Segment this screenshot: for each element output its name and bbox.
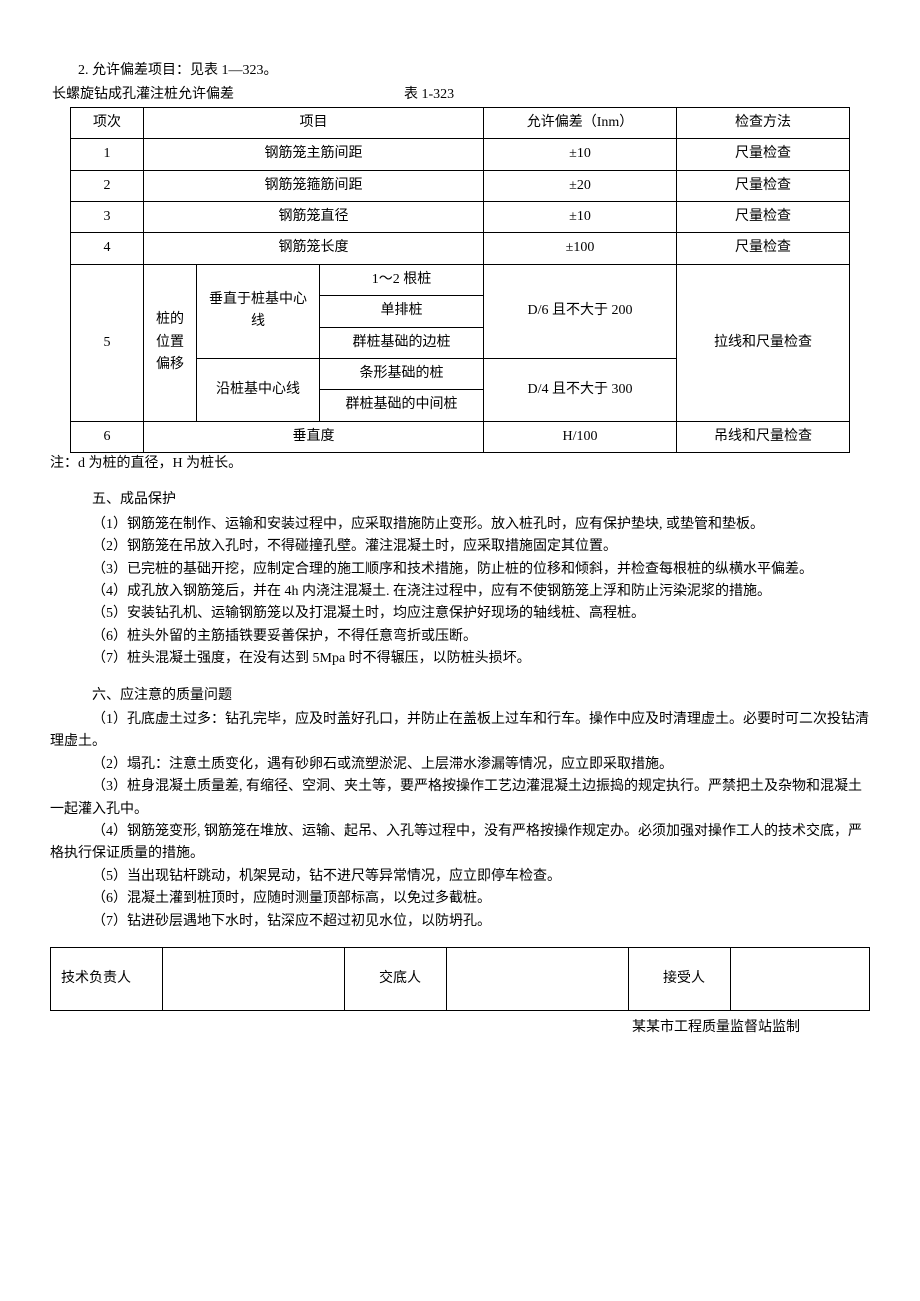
cell-tol: ±10 — [484, 139, 677, 170]
cell-item: 钢筋笼长度 — [144, 233, 484, 264]
cell-method: 尺量检查 — [677, 139, 850, 170]
cell-tol: H/100 — [484, 421, 677, 452]
cell-no: 5 — [71, 264, 144, 421]
section6-item: （3）桩身混凝土质量差, 有缩径、空洞、夹土等，要严格按操作工艺边灌混凝土边振捣… — [50, 776, 870, 821]
sign-tech-lead-label: 技术负责人 — [51, 947, 163, 1010]
section5-item: （6）桩头外留的主筋插铁要妥善保护，不得任意弯折或压断。 — [50, 626, 870, 648]
cell-method: 吊线和尺量检查 — [677, 421, 850, 452]
section6-item: （7）钻进砂层遇地下水时，钻深应不超过初见水位，以防坍孔。 — [50, 911, 870, 933]
cell-sub1: 垂直于桩基中心线 — [197, 264, 320, 358]
caption-left: 长螺旋钻成孔灌注桩允许偏差 — [52, 84, 234, 106]
section6-item: （1）孔底虚土过多：钻孔完毕，应及时盖好孔口，并防止在盖板上过车和行车。操作中应… — [50, 709, 870, 754]
section6-item: （5）当出现钻杆跳动，机架晃动，钻不进尺等异常情况，应立即停车检查。 — [50, 866, 870, 888]
cell-no: 6 — [71, 421, 144, 452]
section6-item: （4）钢筋笼变形, 钢筋笼在堆放、运输、起吊、入孔等过程中，没有严格按操作规定办… — [50, 821, 870, 866]
sign-disclose-label: 交底人 — [345, 947, 447, 1010]
cell-sub2-item: 群桩基础的中间桩 — [320, 390, 484, 421]
cell-item: 钢筋笼主筋间距 — [144, 139, 484, 170]
section6-item: （6）混凝土灌到桩顶时，应随时测量顶部标高，以免过多截桩。 — [50, 888, 870, 910]
cell-tol2: D/4 且不大于 300 — [484, 358, 677, 421]
section5-item: （4）成孔放入钢筋笼后，并在 4h 内浇注混凝土. 在浇注过程中，应有不使钢筋笼… — [50, 581, 870, 603]
section6-title: 六、应注意的质量问题 — [50, 685, 870, 707]
cell-no: 3 — [71, 201, 144, 232]
cell-item: 钢筋笼箍筋间距 — [144, 170, 484, 201]
section5-item: （1）钢筋笼在制作、运输和安装过程中，应采取措施防止变形。放入桩孔时，应有保护垫… — [50, 514, 870, 536]
section6-item: （2）塌孔：注意土质变化，遇有砂卵石或流塑淤泥、上层滞水渗漏等情况，应立即采取措… — [50, 754, 870, 776]
cell-sub2-item: 条形基础的桩 — [320, 358, 484, 389]
table-caption: 长螺旋钻成孔灌注桩允许偏差 表 1-323 — [50, 84, 870, 106]
table-row-5a: 5 桩的位置偏移 垂直于桩基中心线 1～2 根桩 D/6 且不大于 200 拉线… — [71, 264, 850, 295]
cell-sub2: 沿桩基中心线 — [197, 358, 320, 421]
cell-method5: 拉线和尺量检查 — [677, 264, 850, 421]
intro-line: 2. 允许偏差项目：见表 1—323。 — [50, 60, 870, 82]
cell-item: 钢筋笼直径 — [144, 201, 484, 232]
table-row: 4 钢筋笼长度 ±100 尺量检查 — [71, 233, 850, 264]
hdr-item: 项目 — [144, 107, 484, 138]
cell-tol1: D/6 且不大于 200 — [484, 264, 677, 358]
table-row: 2 钢筋笼箍筋间距 ±20 尺量检查 — [71, 170, 850, 201]
section5-item: （3）已完桩的基础开挖，应制定合理的施工顺序和技术措施，防止桩的位移和倾斜，并检… — [50, 559, 870, 581]
section5-item: （7）桩头混凝土强度，在没有达到 5Mpa 时不得辗压，以防桩头损坏。 — [50, 648, 870, 670]
sign-receive-value — [731, 947, 870, 1010]
signature-table: 技术负责人 交底人 接受人 — [50, 947, 870, 1011]
hdr-method: 检查方法 — [677, 107, 850, 138]
section5-title: 五、成品保护 — [50, 489, 870, 511]
caption-right: 表 1-323 — [404, 84, 454, 106]
cell-method: 尺量检查 — [677, 170, 850, 201]
cell-no: 1 — [71, 139, 144, 170]
cell-tol: ±20 — [484, 170, 677, 201]
sign-receive-label: 接受人 — [629, 947, 731, 1010]
cell-method: 尺量检查 — [677, 201, 850, 232]
section5-item: （5）安装钻孔机、运输钢筋笼以及打混凝土时，均应注意保护好现场的轴线桩、高程桩。 — [50, 603, 870, 625]
sign-tech-lead-value — [163, 947, 345, 1010]
deviation-table: 项次 项目 允许偏差（Inm） 检查方法 1 钢筋笼主筋间距 ±10 尺量检查 … — [70, 107, 850, 453]
table-row: 6 垂直度 H/100 吊线和尺量检查 — [71, 421, 850, 452]
table-note: 注：d 为桩的直径，H 为桩长。 — [50, 453, 870, 475]
table-row: 3 钢筋笼直径 ±10 尺量检查 — [71, 201, 850, 232]
section5-item: （2）钢筋笼在吊放入孔时，不得碰撞孔壁。灌注混凝土时，应采取措施固定其位置。 — [50, 536, 870, 558]
footer-note: 某某市工程质量监督站监制 — [50, 1017, 870, 1039]
hdr-tol: 允许偏差（Inm） — [484, 107, 677, 138]
cell-sub1-item: 群桩基础的边桩 — [320, 327, 484, 358]
cell-method: 尺量检查 — [677, 233, 850, 264]
cell-tol: ±10 — [484, 201, 677, 232]
table-row: 1 钢筋笼主筋间距 ±10 尺量检查 — [71, 139, 850, 170]
cell-no: 4 — [71, 233, 144, 264]
hdr-no: 项次 — [71, 107, 144, 138]
sign-disclose-value — [447, 947, 629, 1010]
cell-item: 垂直度 — [144, 421, 484, 452]
table-header-row: 项次 项目 允许偏差（Inm） 检查方法 — [71, 107, 850, 138]
cell-no: 2 — [71, 170, 144, 201]
cell-tol: ±100 — [484, 233, 677, 264]
cell-sub1-item: 1～2 根桩 — [320, 264, 484, 295]
cell-group: 桩的位置偏移 — [144, 264, 197, 421]
cell-sub1-item: 单排桩 — [320, 296, 484, 327]
